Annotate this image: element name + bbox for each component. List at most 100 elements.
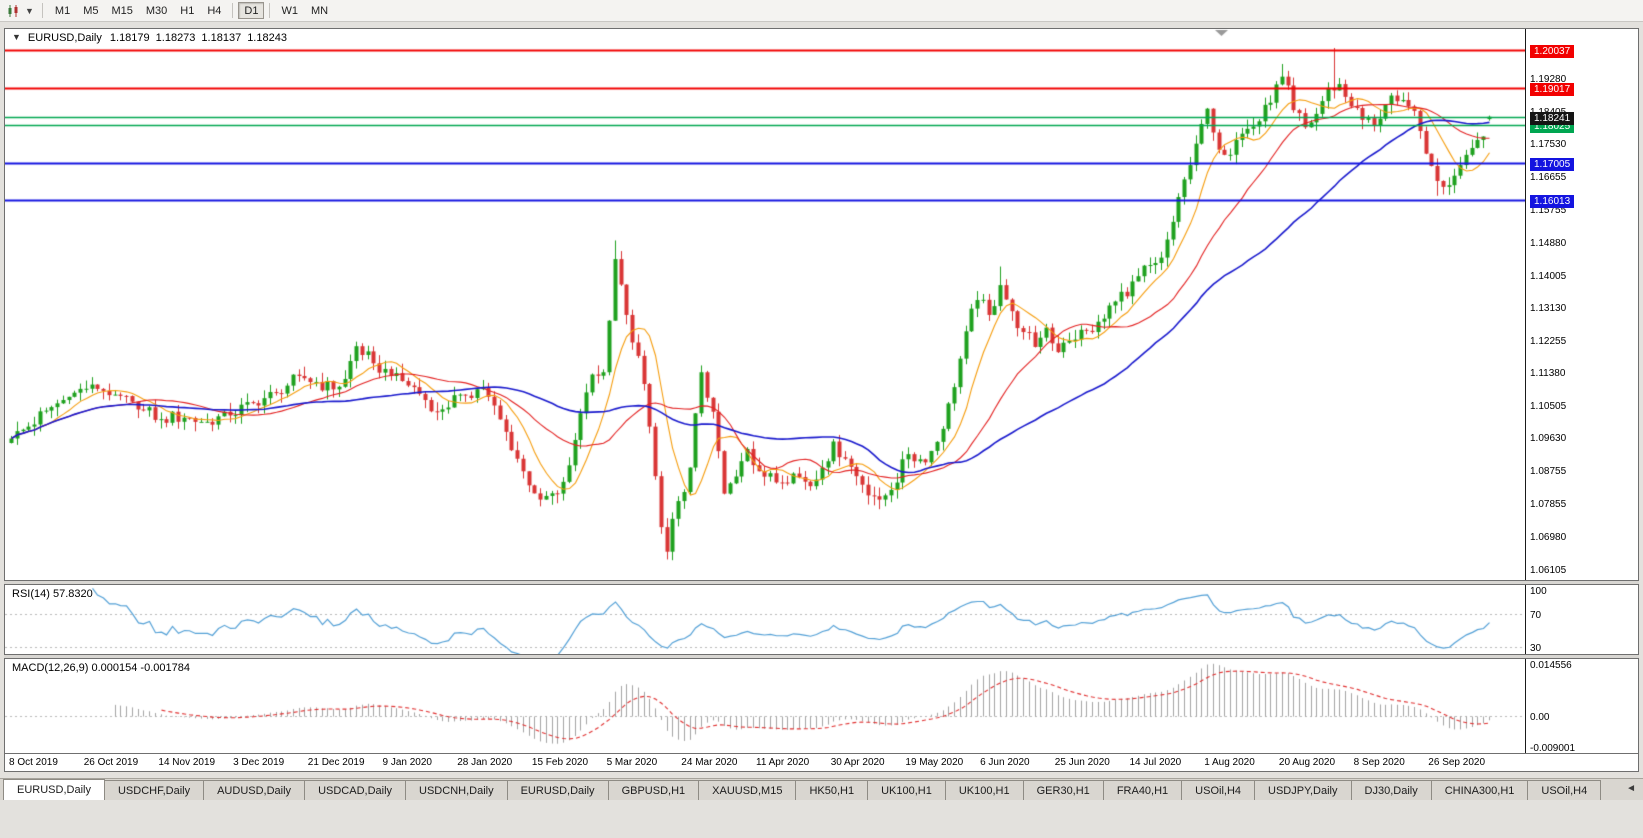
price-label-1.10505: 1.10505 — [1530, 401, 1567, 412]
macd-axis-separator — [1525, 659, 1526, 753]
timeframe-buttons: M1 M5 M15 M30 H1 H4 D1 W1 MN — [49, 2, 334, 19]
price-label-1.17530: 1.17530 — [1530, 139, 1567, 150]
price-label-1.07855: 1.07855 — [1530, 499, 1567, 510]
chart-tabbar: EURUSD,Daily USDCHF,Daily AUDUSD,Daily USDC… — [0, 778, 1643, 800]
price-label-1.15755: 1.15755 — [1530, 205, 1567, 216]
price-label-1.17005: 1.17005 — [1530, 158, 1575, 171]
toolbar-separator — [41, 3, 43, 18]
timeframe-H1[interactable]: H1 — [180, 4, 195, 17]
date-label-25-jun-2020: 25 Jun 2020 — [1054, 757, 1110, 768]
price-label-1.18241: 1.18241 — [1530, 112, 1575, 125]
date-label-15-feb-2020: 15 Feb 2020 — [531, 757, 589, 768]
date-label-11-apr-2020: 11 Apr 2020 — [756, 757, 810, 768]
date-label-28-jan-2020: 28 Jan 2020 — [457, 757, 513, 768]
macd-title-label: MACD(12,26,9) 0.000154 -0.001784 — [12, 662, 190, 674]
rsi-level-100: 100 — [1530, 586, 1547, 597]
price-label-1.11380: 1.11380 — [1530, 368, 1566, 379]
tab-ger30-h1[interactable]: GER30,H1 — [1023, 780, 1104, 800]
timeframe-M1[interactable]: M1 — [54, 4, 71, 17]
date-label-26-sep-2020: 26 Sep 2020 — [1428, 757, 1486, 768]
price-label-1.16013: 1.16013 — [1530, 195, 1575, 208]
price-label-1.06980: 1.06980 — [1530, 532, 1567, 543]
date-label-5-mar-2020: 5 Mar 2020 — [606, 757, 658, 768]
tab-audusd-daily[interactable]: AUDUSD,Daily — [204, 780, 306, 800]
rsi-title-label: RSI(14) 57.8320 — [12, 588, 93, 600]
date-label-8-oct-2019: 8 Oct 2019 — [9, 757, 58, 768]
timeframe-W1[interactable]: W1 — [281, 4, 298, 17]
macd-panel: MACD(12,26,9) 0.000154 -0.001784 0.01455… — [4, 658, 1639, 754]
tab-eurusd-daily[interactable]: EURUSD,Daily — [507, 780, 609, 800]
rsi-level-70: 70 — [1530, 610, 1542, 621]
timeframe-M30[interactable]: M30 — [145, 4, 168, 17]
price-axis-separator — [1525, 29, 1526, 580]
rsi-header: RSI(14) 57.8320 — [12, 588, 93, 600]
timeframe-M15[interactable]: M15 — [111, 4, 133, 17]
date-label-6-jun-2020: 6 Jun 2020 — [980, 757, 1030, 768]
date-axis[interactable]: 8 Oct 2019 26 Oct 2019 14 Nov 2019 3 Dec 20… — [4, 754, 1639, 772]
price-label-1.19280: 1.19280 — [1530, 74, 1567, 85]
date-label-30-apr-2020: 30 Apr 2020 — [830, 757, 885, 768]
tab-usdcnh-daily[interactable]: USDCNH,Daily — [406, 780, 508, 800]
chart-type-dropdown-caret-icon[interactable]: ▼ — [25, 5, 34, 16]
date-label-9-jan-2020: 9 Jan 2020 — [382, 757, 433, 768]
main-chart-canvas[interactable] — [5, 29, 1525, 580]
date-label-20-aug-2020: 20 Aug 2020 — [1278, 757, 1336, 768]
price-label-1.16655: 1.16655 — [1530, 172, 1567, 183]
chart-symbol-label: EURUSD,Daily — [27, 32, 102, 44]
rsi-canvas[interactable] — [5, 585, 1525, 654]
date-label-8-sep-2020: 8 Sep 2020 — [1353, 757, 1405, 768]
macd-level-0.014556: 0.014556 — [1530, 660, 1572, 671]
ohlc-close-value: 1.18243 — [247, 32, 287, 44]
price-label-1.08755: 1.08755 — [1530, 466, 1567, 477]
date-label-21-dec-2019: 21 Dec 2019 — [307, 757, 365, 768]
rsi-level-30: 30 — [1530, 643, 1542, 654]
date-label-1-aug-2020: 1 Aug 2020 — [1204, 757, 1255, 768]
tab-usdchf-daily[interactable]: USDCHF,Daily — [104, 780, 205, 800]
collapse-chart-icon[interactable]: ▼ — [12, 32, 21, 42]
toolbar-separator — [269, 3, 271, 18]
rsi-panel: RSI(14) 57.8320 100 70 30 — [4, 584, 1639, 655]
tab-china300-h1[interactable]: CHINA300,H1 — [1431, 780, 1529, 800]
date-label-14-jul-2020: 14 Jul 2020 — [1129, 757, 1182, 768]
timeframe-M5[interactable]: M5 — [83, 4, 99, 17]
panel-divider[interactable] — [4, 581, 1639, 584]
timeframe-MN[interactable]: MN — [310, 4, 329, 17]
timeframe-toolbar: ▼ M1 M5 M15 M30 H1 H4 D1 W1 MN — [0, 0, 1643, 22]
tab-uk100-h1[interactable]: UK100,H1 — [868, 780, 946, 800]
tab-xauusd-m15[interactable]: XAUUSD,M15 — [699, 780, 797, 800]
date-label-14-nov-2019: 14 Nov 2019 — [158, 757, 216, 768]
tab-fra40-h1[interactable]: FRA40,H1 — [1103, 780, 1183, 800]
chart-type-icon[interactable] — [5, 3, 23, 19]
date-label-24-mar-2020: 24 Mar 2020 — [681, 757, 738, 768]
tab-usdcad-daily[interactable]: USDCAD,Daily — [305, 780, 407, 800]
timeframe-D1[interactable]: D1 — [238, 2, 265, 19]
main-chart-panel: ▼ EURUSD,Daily 1.18179 1.18273 1.18137 1… — [4, 28, 1639, 581]
tab-gbpusd-h1[interactable]: GBPUSD,H1 — [608, 780, 700, 800]
tab-usdjpy-daily[interactable]: USDJPY,Daily — [1255, 780, 1352, 800]
macd-header: MACD(12,26,9) 0.000154 -0.001784 — [12, 662, 190, 674]
tab-hk50-h1[interactable]: HK50,H1 — [796, 780, 869, 800]
date-label-19-may-2020: 19 May 2020 — [905, 757, 964, 768]
panel-divider[interactable] — [4, 655, 1639, 658]
ohlc-open-value: 1.18179 — [109, 32, 150, 44]
ohlc-low-value: 1.18137 — [201, 32, 242, 44]
price-label-1.12255: 1.12255 — [1530, 336, 1567, 347]
tab-dj30-daily[interactable]: DJ30,Daily — [1351, 780, 1432, 800]
chart-ohlc-header: ▼ EURUSD,Daily 1.18179 1.18273 1.18137 1… — [12, 32, 287, 44]
date-label-26-oct-2019: 26 Oct 2019 — [83, 757, 139, 768]
price-label-1.13130: 1.13130 — [1530, 303, 1567, 314]
tab-eurusd-daily[interactable]: EURUSD,Daily — [3, 779, 105, 800]
price-label-1.14880: 1.14880 — [1530, 238, 1567, 249]
tab-usoil-h4[interactable]: USOil,H4 — [1528, 780, 1602, 800]
timeframe-H4[interactable]: H4 — [207, 4, 222, 17]
macd-level--0.009001: -0.009001 — [1530, 743, 1576, 754]
tab-scroll-left-icon[interactable]: ◄ — [1623, 783, 1639, 794]
toolbar-separator — [232, 3, 234, 18]
ohlc-high-value: 1.18273 — [155, 32, 196, 44]
macd-canvas[interactable] — [5, 659, 1525, 753]
price-label-1.14005: 1.14005 — [1530, 271, 1567, 282]
price-label-1.09630: 1.09630 — [1530, 433, 1567, 444]
tab-uk100-h1[interactable]: UK100,H1 — [945, 780, 1024, 800]
tab-usoil-h4[interactable]: USOil,H4 — [1182, 780, 1256, 800]
